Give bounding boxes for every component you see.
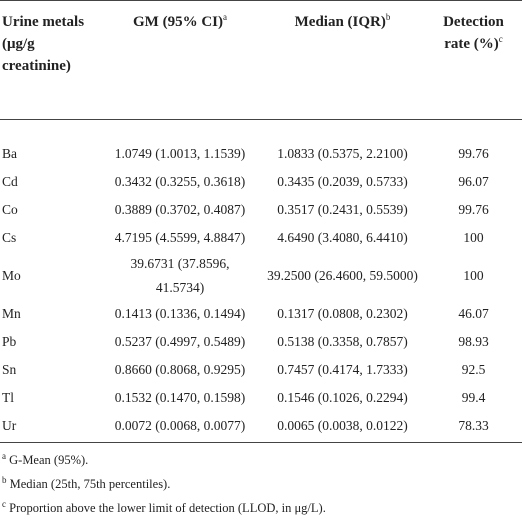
- value-cell: 100: [463, 268, 484, 283]
- value-cell: 39.6731 (37.8596, 41.5734): [130, 256, 230, 295]
- value-cell: 0.1532 (0.1470, 0.1598): [114, 390, 246, 405]
- metal-cell: Sn: [2, 362, 17, 377]
- value-cell: 0.5138 (0.3358, 0.7857): [277, 334, 408, 349]
- metal-cell: Tl: [2, 390, 14, 405]
- footnote-text: Proportion above the lower limit of dete…: [9, 501, 326, 515]
- metal-cell: Cd: [2, 174, 18, 189]
- value-cell: 0.3432 (0.3255, 0.3618): [114, 174, 246, 189]
- table-row: Mn 0.1413 (0.1336, 0.1494) 0.1317 (0.0808,…: [0, 300, 522, 328]
- footnote-mark: b: [2, 474, 7, 485]
- table-row: Pb 0.5237 (0.4997, 0.5489) 0.5138 (0.3358,…: [0, 328, 522, 356]
- table-header: Urine metals (μg/g creatinine) GM (95% C…: [0, 0, 522, 120]
- footnote-mark: a: [223, 12, 227, 22]
- value-cell: 98.93: [458, 334, 489, 349]
- value-cell: 4.6490 (3.4080, 6.4410): [277, 230, 408, 245]
- footnote-mark: b: [385, 12, 391, 22]
- table-body: Ba 1.0749 (1.0013, 1.1539) 1.0833 (0.5375,…: [0, 120, 522, 443]
- metal-cell: Co: [2, 202, 18, 217]
- value-cell: 0.0072 (0.0068, 0.0077): [114, 418, 246, 433]
- value-cell: 4.7195 (4.5599, 4.8847): [114, 230, 246, 245]
- header-text: Median (IQR): [294, 14, 386, 30]
- table-row: Ba 1.0749 (1.0013, 1.1539) 1.0833 (0.5375,…: [0, 120, 522, 169]
- metals-table: Urine metals (μg/g creatinine) GM (95% C…: [0, 0, 522, 443]
- value-cell: 0.1413 (0.1336, 0.1494): [114, 306, 246, 321]
- table-row: Cs 4.7195 (4.5599, 4.8847) 4.6490 (3.4080,…: [0, 224, 522, 252]
- value-cell: 0.8660 (0.8068, 0.9295): [114, 362, 246, 377]
- table-row: Mo 39.6731 (37.8596, 41.5734) 39.2500 (26.…: [0, 252, 522, 300]
- table-row: Tl 0.1532 (0.1470, 0.1598) 0.1546 (0.1026,…: [0, 384, 522, 412]
- metal-cell: Pb: [2, 334, 17, 349]
- value-cell: 96.07: [458, 174, 489, 189]
- table-row: Cd 0.3432 (0.3255, 0.3618) 0.3435 (0.2039,…: [0, 168, 522, 196]
- footnote-mark: c: [2, 498, 6, 509]
- value-cell: 39.2500 (26.4600, 59.5000): [267, 268, 418, 283]
- table-row: Sn 0.8660 (0.8068, 0.9295) 0.7457 (0.4174,…: [0, 356, 522, 384]
- footnote-mark: c: [498, 34, 503, 44]
- metal-cell: Mn: [2, 306, 21, 321]
- footnotes: a G-Mean (95%). b Median (25th, 75th perc…: [0, 443, 522, 521]
- value-cell: 0.3889 (0.3702, 0.4087): [114, 202, 246, 217]
- value-cell: 92.5: [461, 362, 486, 377]
- footnote: c Proportion above the lower limit of de…: [2, 497, 522, 521]
- metal-cell: Ur: [2, 418, 17, 433]
- header-text: Detection rate (%): [443, 14, 504, 52]
- footnote: b Median (25th, 75th percentiles).: [2, 473, 522, 497]
- value-cell: 0.5237 (0.4997, 0.5489): [114, 334, 246, 349]
- header-cell: Median (IQR)b: [260, 0, 425, 120]
- metal-cell: Mo: [2, 268, 21, 283]
- header-text: GM (95% CI): [133, 14, 223, 30]
- value-cell: 0.7457 (0.4174, 1.7333): [277, 362, 408, 377]
- header-cell: Detection rate (%)c: [425, 0, 522, 120]
- footnote-mark: a: [2, 450, 6, 461]
- value-cell: 0.1546 (0.1026, 0.2294): [277, 390, 408, 405]
- value-cell: 99.4: [461, 390, 486, 405]
- value-cell: 0.3435 (0.2039, 0.5733): [277, 174, 408, 189]
- value-cell: 78.33: [458, 418, 489, 433]
- header-text: Urine metals (μg/g creatinine): [2, 14, 85, 74]
- value-cell: 1.0833 (0.5375, 2.2100): [277, 146, 408, 161]
- value-cell: 99.76: [458, 202, 489, 217]
- footnote: a G-Mean (95%).: [2, 449, 522, 473]
- value-cell: 0.3517 (0.2431, 0.5539): [277, 202, 408, 217]
- value-cell: 46.07: [458, 306, 489, 321]
- metal-cell: Ba: [2, 146, 17, 161]
- table-row: Co 0.3889 (0.3702, 0.4087) 0.3517 (0.2431,…: [0, 196, 522, 224]
- header-cell: GM (95% CI)a: [100, 0, 260, 120]
- value-cell: 100: [463, 230, 484, 245]
- value-cell: 99.76: [458, 146, 489, 161]
- value-cell: 0.1317 (0.0808, 0.2302): [277, 306, 408, 321]
- header-row: Urine metals (μg/g creatinine) GM (95% C…: [0, 0, 522, 120]
- table-row: Ur 0.0072 (0.0068, 0.0077) 0.0065 (0.0038,…: [0, 412, 522, 443]
- metal-cell: Cs: [2, 230, 17, 245]
- footnote-text: G-Mean (95%).: [9, 453, 89, 467]
- footnote-text: Median (25th, 75th percentiles).: [9, 477, 171, 491]
- header-cell: Urine metals (μg/g creatinine): [0, 0, 100, 120]
- value-cell: 1.0749 (1.0013, 1.1539): [114, 146, 246, 161]
- value-cell: 0.0065 (0.0038, 0.0122): [277, 418, 408, 433]
